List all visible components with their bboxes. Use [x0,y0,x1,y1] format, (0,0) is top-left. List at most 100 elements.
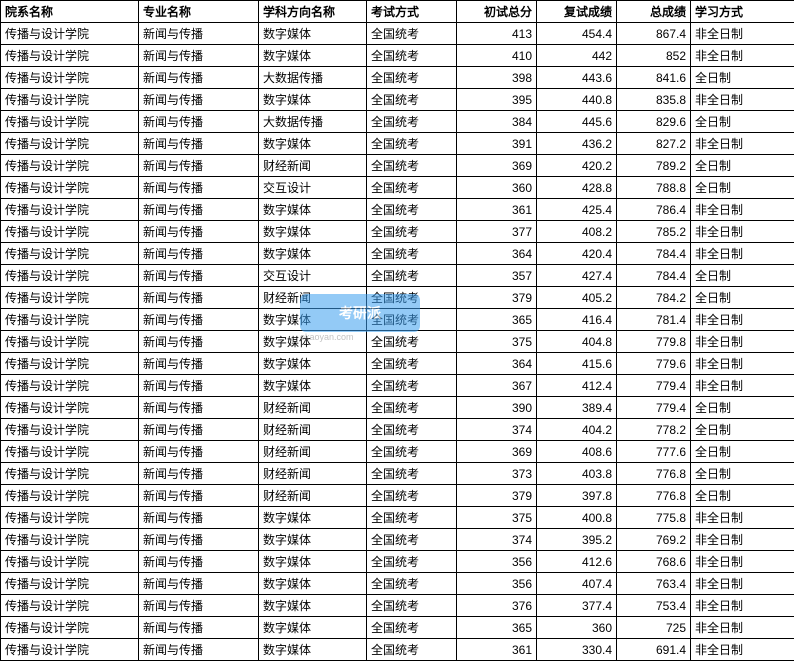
table-cell: 全国统考 [367,463,457,485]
table-cell: 420.4 [537,243,617,265]
table-cell: 数字媒体 [259,309,367,331]
table-cell: 传播与设计学院 [1,199,139,221]
table-cell: 420.2 [537,155,617,177]
table-cell: 835.8 [617,89,691,111]
table-cell: 非全日制 [691,23,794,45]
table-cell: 全国统考 [367,397,457,419]
table-cell: 数字媒体 [259,617,367,639]
table-cell: 779.8 [617,331,691,353]
col-header: 专业名称 [139,1,259,23]
table-cell: 新闻与传播 [139,309,259,331]
table-cell: 788.8 [617,177,691,199]
table-cell: 412.4 [537,375,617,397]
table-header: 院系名称专业名称学科方向名称考试方式初试总分复试成绩总成绩学习方式 [1,1,794,23]
table-cell: 全国统考 [367,529,457,551]
table-cell: 传播与设计学院 [1,595,139,617]
col-header: 院系名称 [1,1,139,23]
table-cell: 769.2 [617,529,691,551]
table-cell: 全日制 [691,419,794,441]
table-cell: 传播与设计学院 [1,397,139,419]
table-row: 传播与设计学院新闻与传播数字媒体全国统考413454.4867.4非全日制 [1,23,794,45]
table-cell: 415.6 [537,353,617,375]
table-cell: 新闻与传播 [139,551,259,573]
table-cell: 非全日制 [691,45,794,67]
table-cell: 新闻与传播 [139,111,259,133]
table-cell: 841.6 [617,67,691,89]
table-cell: 379 [457,485,537,507]
table-cell: 395 [457,89,537,111]
table-cell: 全国统考 [367,551,457,573]
table-cell: 全国统考 [367,265,457,287]
table-cell: 传播与设计学院 [1,419,139,441]
table-cell: 传播与设计学院 [1,89,139,111]
table-cell: 367 [457,375,537,397]
table-cell: 364 [457,353,537,375]
table-cell: 新闻与传播 [139,507,259,529]
table-cell: 新闻与传播 [139,639,259,661]
table-cell: 330.4 [537,639,617,661]
table-cell: 数字媒体 [259,243,367,265]
table-cell: 775.8 [617,507,691,529]
table-cell: 传播与设计学院 [1,441,139,463]
table-cell: 全国统考 [367,221,457,243]
table-cell: 全日制 [691,287,794,309]
table-row: 传播与设计学院新闻与传播财经新闻全国统考373403.8776.8全日制 [1,463,794,485]
table-cell: 781.4 [617,309,691,331]
table-cell: 373 [457,463,537,485]
table-cell: 777.6 [617,441,691,463]
table-cell: 全日制 [691,265,794,287]
table-cell: 新闻与传播 [139,529,259,551]
table-cell: 360 [537,617,617,639]
table-row: 传播与设计学院新闻与传播交互设计全国统考357427.4784.4全日制 [1,265,794,287]
table-cell: 全日制 [691,177,794,199]
table-cell: 全国统考 [367,45,457,67]
table-cell: 非全日制 [691,573,794,595]
table-cell: 数字媒体 [259,573,367,595]
table-cell: 408.2 [537,221,617,243]
table-cell: 779.4 [617,397,691,419]
table-cell: 新闻与传播 [139,89,259,111]
table-row: 传播与设计学院新闻与传播财经新闻全国统考379397.8776.8全日制 [1,485,794,507]
table-row: 传播与设计学院新闻与传播数字媒体全国统考410442852非全日制 [1,45,794,67]
table-cell: 传播与设计学院 [1,375,139,397]
table-row: 传播与设计学院新闻与传播数字媒体全国统考365360725非全日制 [1,617,794,639]
table-cell: 全国统考 [367,287,457,309]
table-cell: 779.6 [617,353,691,375]
table-cell: 数字媒体 [259,353,367,375]
col-header: 总成绩 [617,1,691,23]
table-cell: 数字媒体 [259,45,367,67]
table-cell: 425.4 [537,199,617,221]
table-row: 传播与设计学院新闻与传播交互设计全国统考360428.8788.8全日制 [1,177,794,199]
table-row: 传播与设计学院新闻与传播财经新闻全国统考390389.4779.4全日制 [1,397,794,419]
table-cell: 新闻与传播 [139,133,259,155]
table-cell: 新闻与传播 [139,595,259,617]
table-cell: 440.8 [537,89,617,111]
table-cell: 400.8 [537,507,617,529]
table-cell: 新闻与传播 [139,287,259,309]
table-cell: 全国统考 [367,309,457,331]
table-cell: 新闻与传播 [139,375,259,397]
table-cell: 357 [457,265,537,287]
table-cell: 全国统考 [367,177,457,199]
table-cell: 377 [457,221,537,243]
col-header: 学科方向名称 [259,1,367,23]
table-cell: 非全日制 [691,221,794,243]
table-cell: 新闻与传播 [139,155,259,177]
table-cell: 非全日制 [691,353,794,375]
table-cell: 778.2 [617,419,691,441]
table-row: 传播与设计学院新闻与传播数字媒体全国统考367412.4779.4非全日制 [1,375,794,397]
table-cell: 大数据传播 [259,111,367,133]
table-cell: 725 [617,617,691,639]
table-cell: 436.2 [537,133,617,155]
table-cell: 789.2 [617,155,691,177]
table-cell: 财经新闻 [259,463,367,485]
table-cell: 391 [457,133,537,155]
table-cell: 数字媒体 [259,89,367,111]
table-cell: 427.4 [537,265,617,287]
table-cell: 传播与设计学院 [1,507,139,529]
table-cell: 428.8 [537,177,617,199]
table-cell: 375 [457,507,537,529]
table-cell: 传播与设计学院 [1,639,139,661]
table-cell: 传播与设计学院 [1,331,139,353]
table-row: 传播与设计学院新闻与传播数字媒体全国统考356412.6768.6非全日制 [1,551,794,573]
